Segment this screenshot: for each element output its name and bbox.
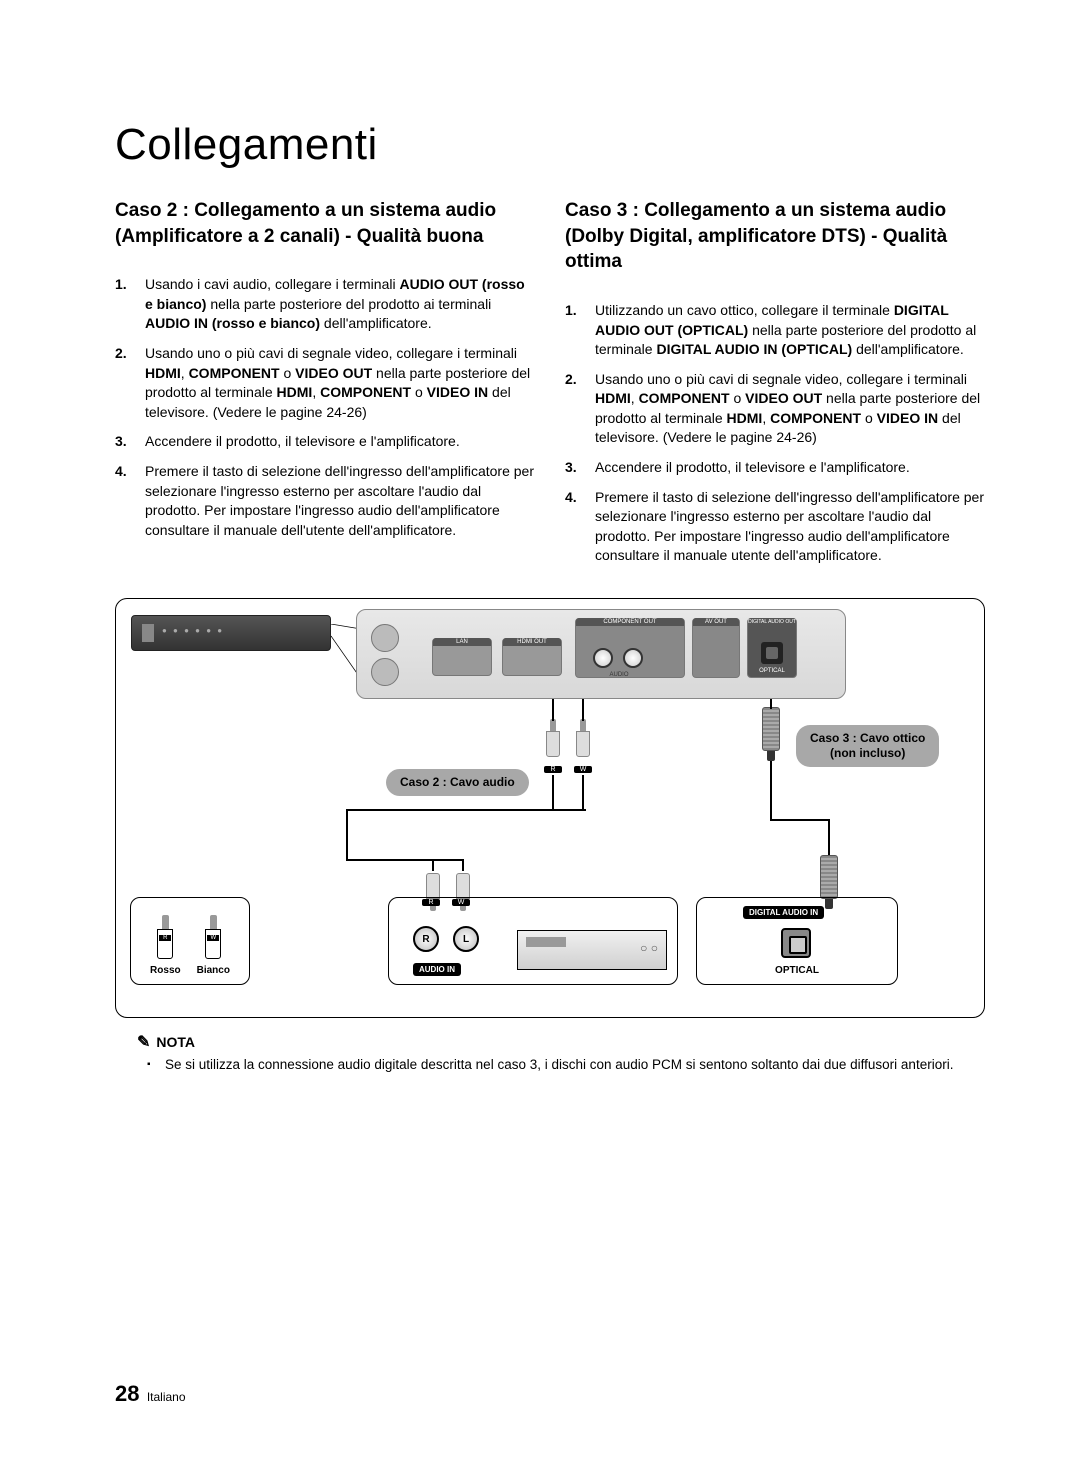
wire-audio-3	[552, 775, 554, 809]
rca-jack-left	[593, 648, 613, 668]
rca-jack-right	[623, 648, 643, 668]
legend-plug-red: R	[157, 915, 173, 963]
note-icon: ✎	[137, 1032, 150, 1052]
port-lan: LAN	[432, 638, 492, 676]
case3-step-2: Usando uno o più cavi di segnale video, …	[565, 370, 985, 448]
step-text: Usando i cavi audio, collegare i termina…	[145, 276, 525, 331]
port-round-1	[371, 624, 399, 652]
step-text: Accendere il prodotto, il televisore e l…	[595, 459, 910, 475]
wire-audio-h	[346, 809, 586, 811]
content-columns: Caso 2 : Collegamento a un sistema audio…	[115, 198, 985, 576]
nota-heading: ✎ NOTA	[137, 1032, 985, 1052]
wire-opt-h	[770, 819, 830, 821]
audio-out-jacks	[593, 648, 643, 668]
step-text: Premere il tasto di selezione dell'ingre…	[595, 489, 984, 564]
amp-digital-in-label: DIGITAL AUDIO IN	[743, 906, 824, 919]
wire-audio-4	[582, 775, 584, 809]
amp-rca-l: L	[453, 926, 479, 952]
legend-white: W Bianco	[197, 915, 230, 976]
wire-audio-2	[582, 699, 584, 721]
legend-label-white: Bianco	[197, 965, 230, 976]
case3-heading: Caso 3 : Collegamento a un sistema audio…	[565, 198, 985, 275]
audio-label: AUDIO	[593, 672, 645, 678]
receiver-graphic	[517, 930, 667, 970]
amp-rca-r: R	[413, 926, 439, 952]
optical-plug-top	[762, 707, 780, 761]
case3-step-3: Accendere il prodotto, il televisore e l…	[565, 458, 985, 478]
pill-case3: Caso 3 : Cavo ottico (non incluso)	[796, 725, 939, 767]
wire-audio-h2	[346, 859, 434, 861]
wire-opt-1	[770, 699, 772, 709]
case3-step-4: Premere il tasto di selezione dell'ingre…	[565, 488, 985, 566]
port-label-lan: LAN	[433, 638, 491, 646]
case2-step-3: Accendere il prodotto, il televisore e l…	[115, 432, 535, 452]
rca-plug-r-top: R	[546, 719, 560, 761]
case2-column: Caso 2 : Collegamento a un sistema audio…	[115, 198, 535, 576]
step-text: Premere il tasto di selezione dell'ingre…	[145, 463, 534, 538]
port-label-av: AV OUT	[693, 618, 739, 626]
wire-audio-1	[552, 699, 554, 721]
nota-label: NOTA	[156, 1034, 195, 1050]
pill-case2: Caso 2 : Cavo audio	[386, 769, 529, 796]
plug-tag-r: R	[544, 766, 562, 773]
pill-case3-line2: (non incluso)	[830, 746, 905, 760]
device-front-view	[131, 615, 331, 651]
step-text: Usando uno o più cavi di segnale video, …	[145, 345, 530, 420]
page-title: Collegamenti	[115, 120, 985, 170]
nota-section: ✎ NOTA Se si utilizza la connessione aud…	[115, 1032, 985, 1074]
port-label-hdmi: HDMI OUT	[503, 638, 561, 646]
wire-audio-down	[346, 809, 348, 859]
optical-label: OPTICAL	[751, 668, 793, 674]
page-lang: Italiano	[147, 1390, 186, 1404]
wire-audio-h3	[432, 859, 464, 861]
page-number: 28	[115, 1381, 139, 1406]
page-footer: 28 Italiano	[115, 1381, 186, 1407]
amp-optical-label: OPTICAL	[697, 965, 897, 976]
case3-step-1: Utilizzando un cavo ottico, collegare il…	[565, 301, 985, 360]
optical-jack	[761, 642, 783, 664]
connection-diagram: LAN HDMI OUT COMPONENT OUT AV OUT DIGITA…	[115, 598, 985, 1018]
port-round-2	[371, 658, 399, 686]
case3-steps: Utilizzando un cavo ottico, collegare il…	[565, 301, 985, 566]
case2-heading: Caso 2 : Collegamento a un sistema audio…	[115, 198, 535, 249]
legend-label-red: Rosso	[150, 965, 181, 976]
port-hdmi: HDMI OUT	[502, 638, 562, 676]
nota-text: Se si utilizza la connessione audio digi…	[137, 1056, 985, 1074]
device-back-panel: LAN HDMI OUT COMPONENT OUT AV OUT DIGITA…	[356, 609, 846, 699]
case2-step-2: Usando uno o più cavi di segnale video, …	[115, 344, 535, 422]
legend-box: R Rosso W Bianco	[130, 897, 250, 985]
legend-plug-white: W	[205, 915, 221, 963]
port-label-digital-audio: DIGITAL AUDIO OUT	[748, 618, 796, 626]
rca-plug-w-top: W	[576, 719, 590, 761]
amp-optical-jack	[781, 928, 811, 958]
wire-opt-3	[828, 819, 830, 859]
pill-case3-line1: Caso 3 : Cavo ottico	[810, 731, 925, 745]
port-label-component: COMPONENT OUT	[576, 618, 684, 626]
step-text: Usando uno o più cavi di segnale video, …	[595, 371, 980, 446]
legend-red: R Rosso	[150, 915, 181, 976]
amp-audio-in-label: AUDIO IN	[413, 963, 461, 976]
amp-2ch-box: R L AUDIO IN	[388, 897, 678, 985]
wire-opt-2	[770, 761, 772, 821]
case2-step-4: Premere il tasto di selezione dell'ingre…	[115, 462, 535, 540]
port-av-out: AV OUT	[692, 618, 740, 678]
case2-step-1: Usando i cavi audio, collegare i termina…	[115, 275, 535, 334]
case2-steps: Usando i cavi audio, collegare i termina…	[115, 275, 535, 540]
legend-tag-w: W	[207, 935, 219, 941]
legend-tag-r: R	[159, 935, 171, 941]
amp-optical-box: DIGITAL AUDIO IN OPTICAL	[696, 897, 898, 985]
plug-tag-w: W	[574, 766, 592, 773]
amp-rca-jacks: R L	[413, 926, 479, 952]
step-text: Utilizzando un cavo ottico, collegare il…	[595, 302, 976, 357]
step-text: Accendere il prodotto, il televisore e l…	[145, 433, 460, 449]
case3-column: Caso 3 : Collegamento a un sistema audio…	[565, 198, 985, 576]
